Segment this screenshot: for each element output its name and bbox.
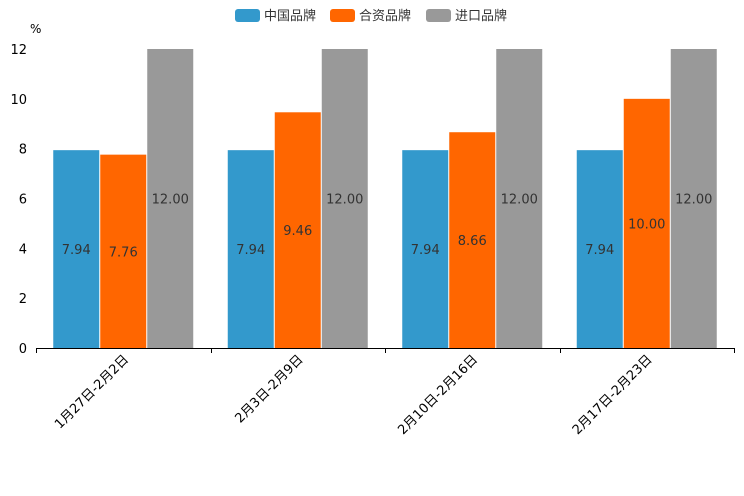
legend-swatch-2[interactable] xyxy=(330,9,355,22)
bar-1-3[interactable] xyxy=(402,150,449,348)
data-label-1-4: 7.94 xyxy=(585,243,614,258)
data-labels: 7.94 7.76 12.00 7.94 9.46 12.00 7.94 8.66 12.00 7… xyxy=(62,193,713,261)
x-category-label-4: 2月17日-2月23日 xyxy=(570,352,656,438)
bar-3-4[interactable] xyxy=(670,49,717,348)
data-label-3-3: 12.00 xyxy=(501,193,538,208)
bar-3-2[interactable] xyxy=(321,49,368,348)
data-label-2-1: 7.76 xyxy=(109,245,138,260)
y-tick-label: 4 xyxy=(19,242,27,257)
bar-2-2[interactable] xyxy=(274,112,321,348)
bar-3-1[interactable] xyxy=(147,49,194,348)
y-tick-label: 10 xyxy=(10,93,27,108)
x-category-label-3: 2月10日-2月16日 xyxy=(395,352,481,438)
bar-3-3[interactable] xyxy=(496,49,543,348)
data-label-3-1: 12.00 xyxy=(152,193,189,208)
legend-label-1[interactable]: 中国品牌 xyxy=(264,8,316,24)
x-category-label-1: 1月27日-2月2日 xyxy=(52,352,132,432)
bars xyxy=(53,49,717,348)
data-label-1-1: 7.94 xyxy=(62,243,91,258)
data-label-1-2: 7.94 xyxy=(236,243,265,258)
bar-2-4[interactable] xyxy=(623,98,670,348)
bar-2-3[interactable] xyxy=(449,132,496,348)
y-axis-unit-label: % xyxy=(30,22,41,36)
data-label-2-2: 9.46 xyxy=(283,224,312,239)
data-label-1-3: 7.94 xyxy=(411,243,440,258)
y-tick-label: 8 xyxy=(19,143,27,158)
data-label-2-3: 8.66 xyxy=(458,234,487,249)
data-label-3-2: 12.00 xyxy=(326,193,363,208)
bar-1-1[interactable] xyxy=(53,150,100,348)
y-tick-label: 12 xyxy=(10,43,27,58)
y-tick-label: 2 xyxy=(19,292,27,307)
x-category-label-2: 2月3日-2月9日 xyxy=(232,352,306,426)
y-tick-label: 0 xyxy=(19,342,27,357)
y-tick-label: 6 xyxy=(19,193,27,208)
y-axis: 0 2 4 6 8 10 12 xyxy=(10,43,27,357)
bar-2-1[interactable] xyxy=(100,154,147,348)
data-label-3-4: 12.00 xyxy=(675,193,712,208)
data-label-2-4: 10.00 xyxy=(628,217,665,232)
legend-label-3[interactable]: 进口品牌 xyxy=(455,8,507,24)
legend-label-2[interactable]: 合资品牌 xyxy=(359,8,411,24)
bar-1-4[interactable] xyxy=(576,150,623,348)
legend-swatch-1[interactable] xyxy=(235,9,260,22)
x-axis: 1月27日-2月2日 2月3日-2月9日 2月10日-2月16日 2月17日-2月23… xyxy=(36,348,735,438)
legend: 中国品牌 合资品牌 进口品牌 xyxy=(235,8,507,24)
bar-1-2[interactable] xyxy=(227,150,274,348)
legend-swatch-3[interactable] xyxy=(426,9,451,22)
